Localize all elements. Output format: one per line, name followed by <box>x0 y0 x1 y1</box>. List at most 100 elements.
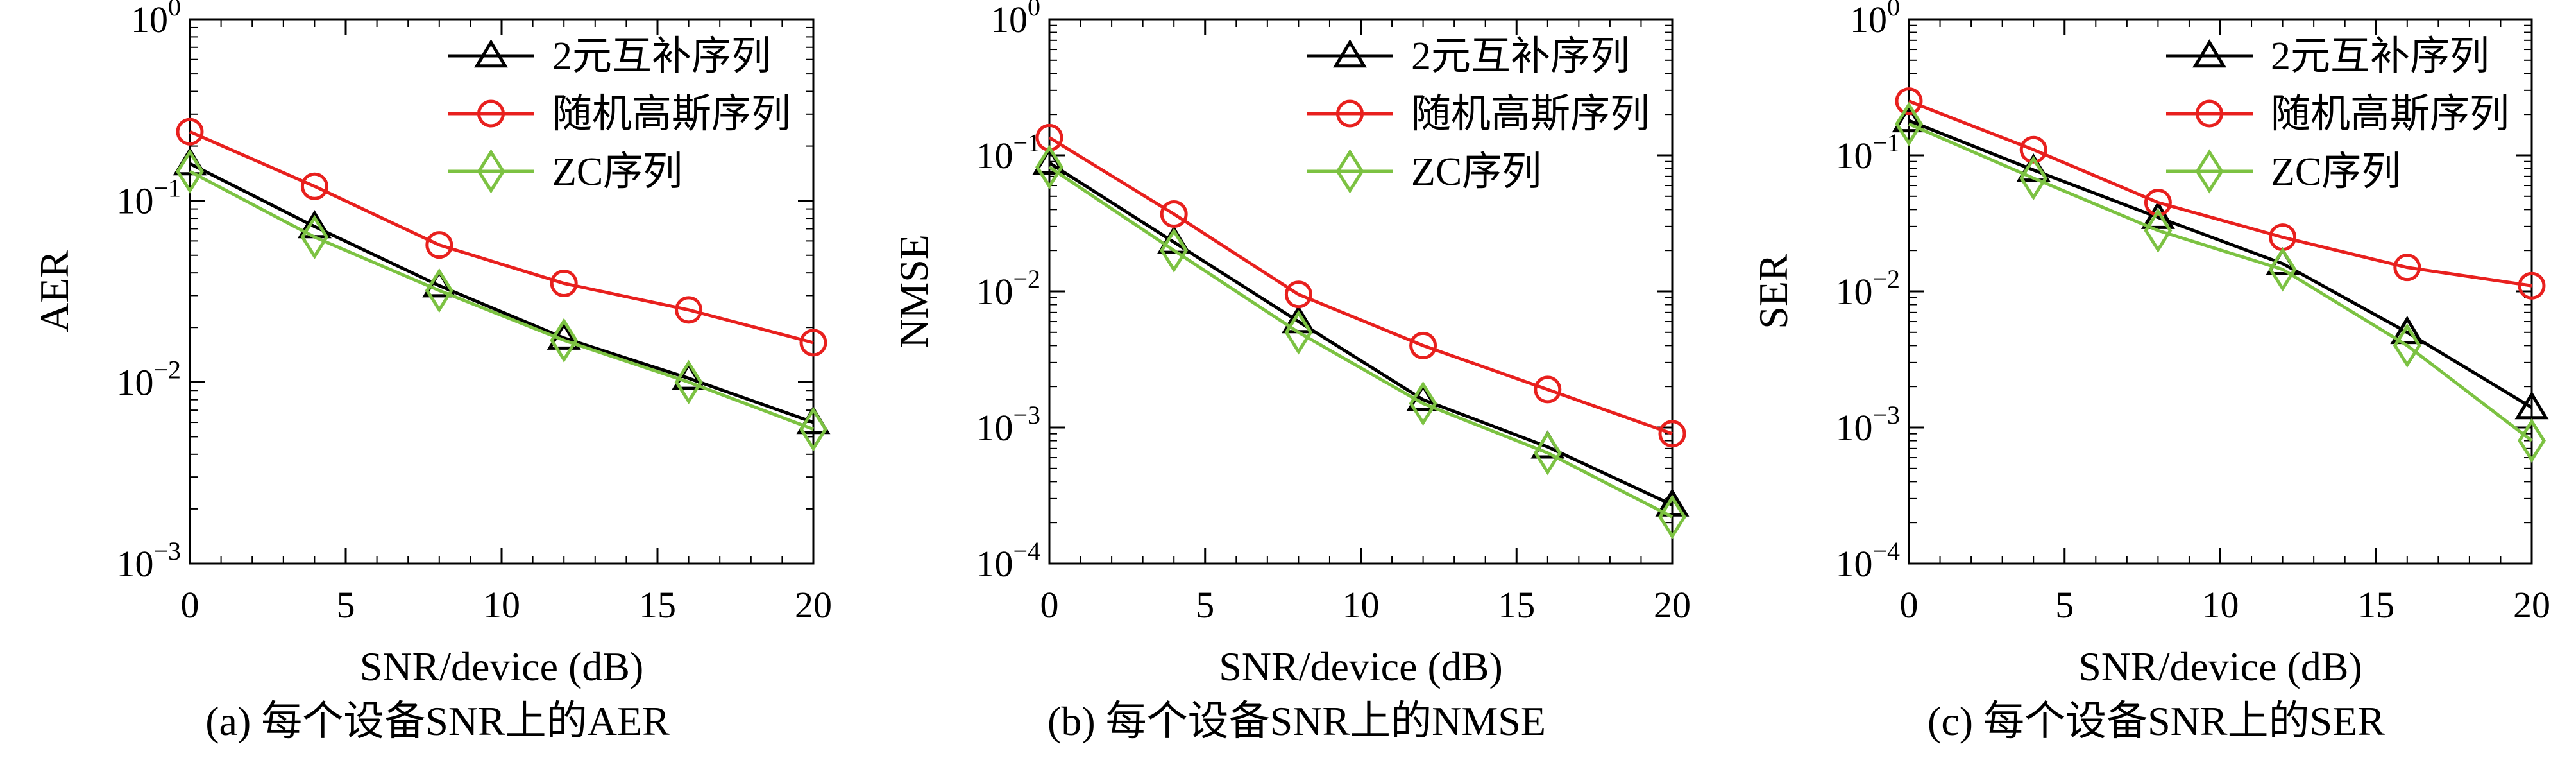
x-tick-label: 5 <box>337 584 355 626</box>
legend-label: 随机高斯序列 <box>552 92 791 136</box>
data-point-circle <box>1409 331 1437 359</box>
data-point-diamond <box>2144 208 2173 253</box>
y-tick-label: 100 <box>990 0 1040 40</box>
x-tick-label: 20 <box>2513 584 2550 626</box>
series-line <box>1048 161 1674 506</box>
legend-label: ZC序列 <box>1411 150 1541 194</box>
series-line <box>1048 166 1674 519</box>
x-tick-label: 20 <box>795 584 832 626</box>
series-3 <box>1035 144 1686 540</box>
data-point-diamond <box>2268 247 2297 292</box>
x-tick-label: 0 <box>1900 584 1919 626</box>
x-tick-label: 15 <box>1498 584 1535 626</box>
figure-caption: (c) 每个设备SNR上的SER <box>1928 698 2385 744</box>
legend-label: 2元互补序列 <box>2271 35 2489 78</box>
series-line <box>189 130 814 345</box>
data-point-circle <box>2144 189 2172 217</box>
data-point-circle <box>176 117 204 146</box>
series-1 <box>1892 104 2549 420</box>
data-point-diamond <box>1160 228 1189 273</box>
data-point-diamond <box>2393 323 2421 368</box>
data-point-diamond <box>176 149 204 194</box>
data-point-circle <box>2393 254 2421 282</box>
series-1 <box>173 147 831 435</box>
legend-label: 随机高斯序列 <box>2271 92 2509 136</box>
x-tick-label: 5 <box>1196 584 1214 626</box>
y-tick-label: 100 <box>1850 0 1900 40</box>
data-point-diamond <box>1409 381 1437 426</box>
chart-panel-3: 100 10−1 10−2 10−3 10−40 5 10 15 20 SNR/device (d… <box>1750 0 2550 744</box>
legend-marker-circle <box>477 99 505 128</box>
data-point-circle <box>550 270 578 298</box>
data-point-diamond <box>1533 430 1562 476</box>
data-point-triangle <box>2514 391 2549 420</box>
x-tick-label: 20 <box>1654 584 1691 626</box>
legend-marker-triangle <box>2192 39 2226 68</box>
legend-label: ZC序列 <box>552 150 682 194</box>
legend-marker-circle <box>2196 99 2223 128</box>
series-line <box>1908 99 2532 288</box>
y-tick-label: 10−1 <box>976 128 1040 177</box>
x-tick-label: 5 <box>2055 584 2074 626</box>
data-point-diamond <box>550 318 579 363</box>
legend-label: 2元互补序列 <box>1411 35 1630 78</box>
data-point-circle <box>1895 87 1923 116</box>
data-point-diamond <box>799 407 827 452</box>
legend-marker-triangle <box>474 39 508 68</box>
data-point-diamond <box>1895 101 1923 146</box>
x-tick-label: 10 <box>483 584 520 626</box>
x-axis-label: SNR/device (dB) <box>2078 644 2362 689</box>
data-point-circle <box>799 329 827 357</box>
data-point-circle <box>2518 271 2546 300</box>
x-tick-label: 15 <box>639 584 676 626</box>
y-tick-label: 10−2 <box>116 355 181 403</box>
series-3 <box>1895 101 2546 463</box>
x-tick-label: 10 <box>1343 584 1380 626</box>
y-tick-label: 100 <box>131 0 181 40</box>
data-point-diamond <box>425 268 453 313</box>
y-tick-label: 10−3 <box>976 401 1040 449</box>
data-point-diamond <box>674 359 703 405</box>
series-2 <box>1895 87 2546 300</box>
legend-marker-circle <box>1336 99 1364 128</box>
legend-marker-diamond <box>2195 149 2224 194</box>
data-point-triangle <box>2140 200 2175 229</box>
y-tick-label: 10−1 <box>1835 128 1900 177</box>
data-point-circle <box>300 172 328 200</box>
series-line <box>1048 136 1673 436</box>
y-tick-label: 10−3 <box>116 537 181 585</box>
y-axis-label: AER <box>31 250 77 332</box>
data-point-circle <box>1160 200 1188 228</box>
legend-marker-triangle <box>1333 39 1367 68</box>
chart-panel-1: 100 10−1 10−2 10−30 5 10 15 20 SNR/device (dB) AE… <box>31 0 832 744</box>
series-2 <box>176 117 827 357</box>
data-point-circle <box>1284 280 1312 309</box>
y-tick-label: 10−4 <box>976 537 1040 585</box>
figure-caption: (b) 每个设备SNR上的NMSE <box>1047 698 1546 744</box>
y-tick-label: 10−4 <box>1835 537 1900 585</box>
y-axis-label: NMSE <box>891 234 936 349</box>
data-point-diamond <box>2019 155 2048 201</box>
data-point-diamond <box>1035 144 1063 189</box>
legend-marker-diamond <box>1335 149 1364 194</box>
y-tick-label: 10−3 <box>1835 401 1900 449</box>
y-tick-label: 10−2 <box>1835 264 1900 313</box>
legend-marker-diamond <box>477 149 505 194</box>
legend-label: 2元互补序列 <box>552 35 771 78</box>
series-line <box>1908 122 2533 442</box>
series-line <box>189 169 814 431</box>
x-axis-label: SNR/device (dB) <box>360 644 644 689</box>
data-point-circle <box>675 296 703 324</box>
y-tick-label: 10−1 <box>116 174 181 222</box>
data-point-circle <box>2019 135 2047 164</box>
data-point-triangle <box>1655 488 1690 517</box>
data-point-diamond <box>1658 494 1686 540</box>
data-point-circle <box>1534 375 1562 404</box>
data-point-diamond <box>2518 418 2546 463</box>
series-line <box>1908 119 2533 409</box>
figure-caption: (a) 每个设备SNR上的AER <box>205 698 670 744</box>
